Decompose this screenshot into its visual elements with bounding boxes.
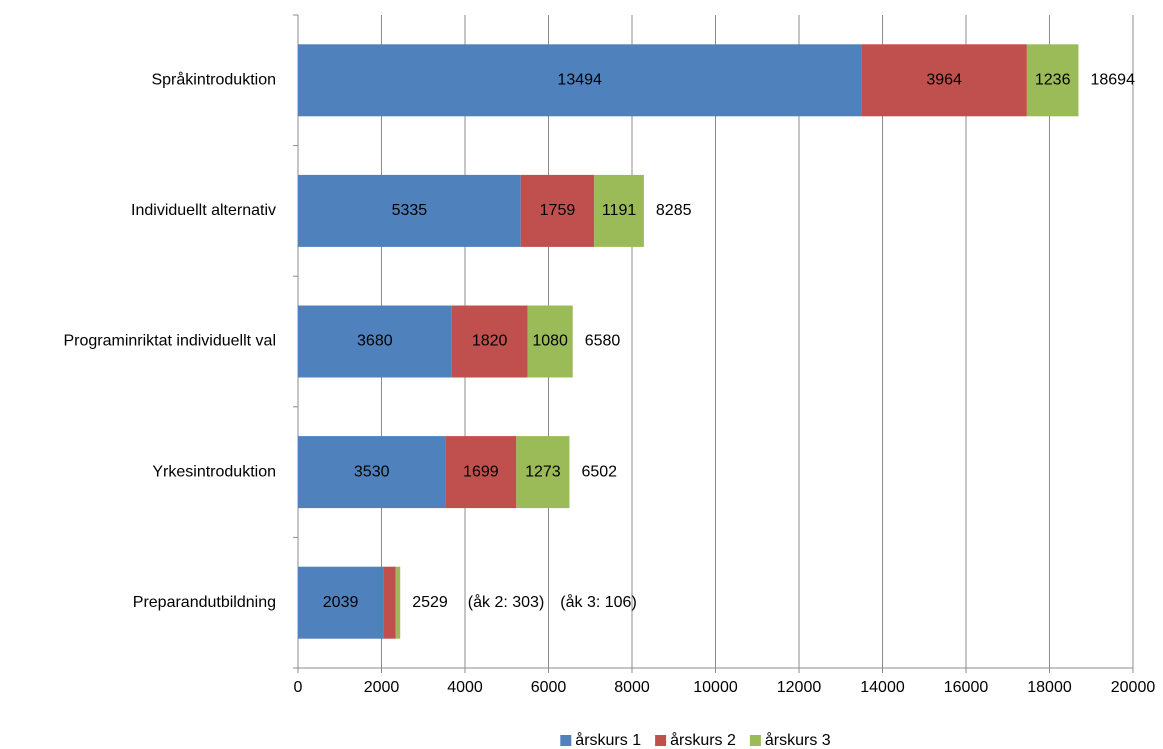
legend-label: årskurs 2 bbox=[670, 731, 736, 749]
x-tick-label: 4000 bbox=[447, 679, 483, 696]
data-label: 2039 bbox=[323, 594, 359, 611]
y-tick-label: Yrkesintroduktion bbox=[152, 463, 276, 480]
legend-swatch bbox=[560, 735, 572, 746]
data-label: 1273 bbox=[525, 463, 561, 480]
total-label: 6580 bbox=[585, 333, 621, 350]
bar-segment bbox=[298, 436, 446, 509]
data-label: 13494 bbox=[557, 72, 602, 89]
bar-segment bbox=[520, 174, 595, 247]
x-tick-label: 16000 bbox=[944, 679, 989, 696]
data-label: 1820 bbox=[472, 333, 508, 350]
x-tick-label: 18000 bbox=[1027, 679, 1072, 696]
y-tick-label: Individuellt alternativ bbox=[131, 202, 276, 219]
data-label: 1699 bbox=[463, 463, 499, 480]
annotation: (åk 2: 303) bbox=[468, 593, 544, 611]
data-label: 1191 bbox=[602, 202, 637, 219]
bar-segment bbox=[383, 566, 396, 639]
bar-segment bbox=[594, 174, 644, 247]
bar-segment bbox=[861, 44, 1027, 117]
x-tick-label: 0 bbox=[294, 679, 303, 696]
x-tick-label: 2000 bbox=[364, 679, 400, 696]
legend-label: årskurs 1 bbox=[575, 731, 641, 749]
y-tick-label: Preparandutbildning bbox=[133, 594, 276, 611]
bar-segment bbox=[445, 436, 517, 509]
x-tick-label: 14000 bbox=[860, 679, 905, 696]
data-label: 1236 bbox=[1035, 72, 1071, 89]
x-tick-label: 6000 bbox=[531, 679, 567, 696]
bar-segment bbox=[1026, 44, 1079, 117]
y-tick-label: Programinriktat individuellt val bbox=[63, 333, 276, 350]
x-tick-label: 8000 bbox=[614, 679, 650, 696]
total-label: 2529 bbox=[412, 594, 448, 611]
data-label: 1759 bbox=[540, 202, 576, 219]
data-label: 3964 bbox=[926, 72, 962, 89]
total-label: 6502 bbox=[581, 463, 617, 480]
data-label: 5335 bbox=[392, 202, 428, 219]
data-label: 3680 bbox=[357, 333, 393, 350]
bar-segment bbox=[298, 44, 862, 117]
bar-segment bbox=[527, 305, 573, 378]
x-tick-label: 10000 bbox=[693, 679, 738, 696]
bar-segment bbox=[298, 174, 521, 247]
bar-segment bbox=[516, 436, 570, 509]
bar-segment bbox=[451, 305, 528, 378]
data-label: 1080 bbox=[532, 333, 568, 350]
x-tick-label: 20000 bbox=[1111, 679, 1156, 696]
legend-label: årskurs 3 bbox=[765, 731, 831, 749]
total-label: 8285 bbox=[656, 202, 692, 219]
y-tick-label: Språkintroduktion bbox=[151, 71, 276, 89]
x-tick-label: 12000 bbox=[777, 679, 822, 696]
bar-segment bbox=[298, 305, 452, 378]
bar-segment bbox=[298, 566, 384, 639]
legend-swatch bbox=[655, 735, 667, 746]
legend-swatch bbox=[749, 735, 761, 746]
data-label: 3530 bbox=[354, 463, 390, 480]
annotation: (åk 3: 106) bbox=[560, 593, 636, 611]
total-label: 18694 bbox=[1090, 72, 1135, 89]
bar-segment bbox=[395, 566, 401, 639]
